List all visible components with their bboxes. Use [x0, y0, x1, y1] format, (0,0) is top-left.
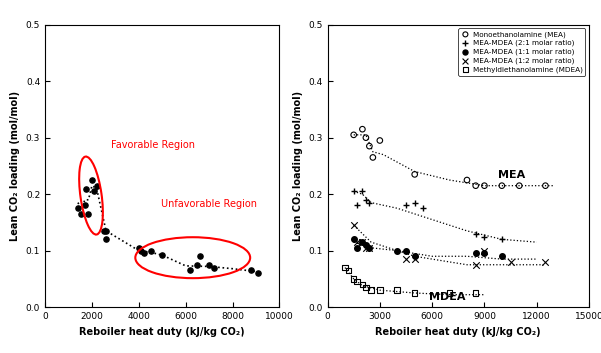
Point: [81, 186, 91, 191]
Methyldiethanolamine (MDEA): [344, 268, 353, 273]
X-axis label: Reboiler heat duty (kJ/kg CO₂): Reboiler heat duty (kJ/kg CO₂): [79, 327, 245, 336]
Monoethanolamine (MEA): [541, 183, 551, 189]
MEA-MDEA (1:2 molar ratio): [480, 248, 489, 253]
Monoethanolamine (MEA): [365, 143, 374, 149]
Point: [84, 211, 93, 217]
Monoethanolamine (MEA): [471, 183, 481, 189]
Point: [139, 251, 148, 256]
Point: [80, 203, 90, 208]
MEA-MDEA (1:2 molar ratio): [358, 239, 367, 245]
Point: [87, 177, 97, 183]
MEA-MDEA (2:1 molar ratio): [471, 231, 481, 237]
MEA-MDEA (1:2 molar ratio): [541, 259, 551, 265]
MEA-MDEA (1:2 molar ratio): [410, 256, 419, 262]
MEA-MDEA (1:2 molar ratio): [471, 262, 481, 268]
MEA-MDEA (1:2 molar ratio): [401, 256, 411, 262]
Monoethanolamine (MEA): [368, 155, 377, 160]
Y-axis label: Lean CO₂ loading (mol/mol): Lean CO₂ loading (mol/mol): [293, 91, 303, 241]
Monoethanolamine (MEA): [480, 183, 489, 189]
MEA-MDEA (2:1 molar ratio): [418, 205, 428, 211]
Monoethanolamine (MEA): [349, 132, 358, 138]
Monoethanolamine (MEA): [358, 126, 367, 132]
Point: [92, 183, 102, 189]
Methyldiethanolamine (MDEA): [445, 290, 454, 296]
MEA-MDEA (2:1 molar ratio): [480, 234, 489, 239]
MEA-MDEA (2:1 molar ratio): [349, 189, 358, 194]
Monoethanolamine (MEA): [375, 138, 385, 143]
MEA-MDEA (2:1 molar ratio): [497, 237, 507, 242]
Monoethanolamine (MEA): [497, 183, 507, 189]
Text: Favorable Region: Favorable Region: [111, 139, 195, 150]
MEA-MDEA (1:1 molar ratio): [480, 251, 489, 256]
Point: [134, 245, 144, 251]
Methyldiethanolamine (MDEA): [361, 285, 371, 290]
Point: [101, 228, 111, 234]
Text: Rich Loading: 0.5 mol CO₂ / mol DEA, Concentration: 4 kmol/m³: Rich Loading: 0.5 mol CO₂ / mol DEA, Con…: [5, 335, 315, 345]
Methyldiethanolamine (MDEA): [349, 276, 358, 282]
Text: MEA: MEA: [498, 170, 526, 180]
Y-axis label: Lean CO₂ loading (mol/mol): Lean CO₂ loading (mol/mol): [10, 91, 20, 241]
MEA-MDEA (1:1 molar ratio): [410, 253, 419, 259]
Methyldiethanolamine (MDEA): [375, 287, 385, 293]
X-axis label: Reboiler heat duty (kJ/kg CO₂): Reboiler heat duty (kJ/kg CO₂): [376, 327, 541, 336]
Point: [186, 268, 195, 273]
Point: [157, 252, 167, 257]
Point: [99, 228, 109, 234]
MEA-MDEA (1:2 molar ratio): [361, 245, 371, 251]
Point: [254, 270, 263, 276]
Methyldiethanolamine (MDEA): [358, 282, 367, 287]
Point: [192, 262, 202, 268]
Monoethanolamine (MEA): [514, 183, 524, 189]
Methyldiethanolamine (MDEA): [410, 290, 419, 296]
Point: [204, 262, 214, 268]
MEA-MDEA (2:1 molar ratio): [358, 189, 367, 194]
MEA-MDEA (2:1 molar ratio): [361, 197, 371, 203]
MEA-MDEA (1:1 molar ratio): [392, 248, 402, 253]
Methyldiethanolamine (MDEA): [340, 265, 350, 270]
MEA-MDEA (1:1 molar ratio): [365, 245, 374, 251]
MEA-MDEA (1:1 molar ratio): [401, 248, 411, 253]
MEA-MDEA (1:1 molar ratio): [358, 239, 367, 245]
Point: [136, 248, 146, 253]
Text: MDEA: MDEA: [429, 292, 465, 302]
Methyldiethanolamine (MDEA): [392, 287, 402, 293]
MEA-MDEA (1:1 molar ratio): [352, 245, 362, 251]
Methyldiethanolamine (MDEA): [367, 287, 376, 293]
Legend: Monoethanolamine (MEA), MEA-MDEA (2:1 molar ratio), MEA-MDEA (1:1 molar ratio), : Monoethanolamine (MEA), MEA-MDEA (2:1 mo…: [458, 28, 585, 76]
Point: [146, 248, 156, 253]
MEA-MDEA (1:2 molar ratio): [352, 239, 362, 245]
MEA-MDEA (2:1 molar ratio): [410, 200, 419, 205]
Monoethanolamine (MEA): [410, 172, 419, 177]
Monoethanolamine (MEA): [462, 177, 472, 183]
Text: Unfavorable Region: Unfavorable Region: [161, 199, 257, 209]
Point: [90, 189, 99, 194]
MEA-MDEA (1:1 molar ratio): [361, 242, 371, 248]
MEA-MDEA (1:2 molar ratio): [506, 259, 516, 265]
Point: [101, 237, 111, 242]
MEA-MDEA (1:2 molar ratio): [349, 222, 358, 228]
Methyldiethanolamine (MDEA): [471, 290, 481, 296]
MEA-MDEA (1:1 molar ratio): [471, 251, 481, 256]
MEA-MDEA (2:1 molar ratio): [401, 203, 411, 208]
Methyldiethanolamine (MDEA): [352, 279, 362, 285]
Point: [209, 265, 219, 270]
Point: [76, 211, 86, 217]
MEA-MDEA (1:1 molar ratio): [497, 253, 507, 259]
Point: [195, 253, 204, 259]
MEA-MDEA (2:1 molar ratio): [365, 200, 374, 205]
MEA-MDEA (1:1 molar ratio): [349, 237, 358, 242]
Point: [246, 268, 256, 273]
MEA-MDEA (1:2 molar ratio): [365, 245, 374, 251]
Point: [73, 205, 83, 211]
MEA-MDEA (2:1 molar ratio): [352, 203, 362, 208]
Monoethanolamine (MEA): [361, 135, 371, 140]
